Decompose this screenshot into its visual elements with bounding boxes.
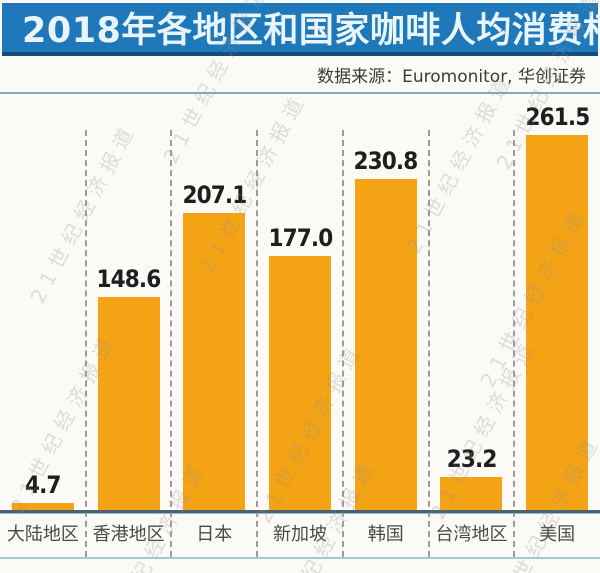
- bar: [440, 477, 503, 510]
- category-label: 新加坡: [273, 524, 328, 545]
- bottom-border-line: [0, 557, 600, 559]
- column-separator-dashed-line: [85, 130, 87, 557]
- bar: [354, 179, 417, 510]
- chart-column: 207.1: [171, 93, 257, 510]
- category-label: 美国: [539, 524, 576, 545]
- column-separator-dashed-line: [428, 130, 430, 557]
- bar-chart: 4.7 148.6 207.1 177.0 230.8 23.2 261.5: [0, 93, 600, 510]
- category-label: 日本: [196, 524, 233, 545]
- chart-column: 23.2: [429, 93, 515, 510]
- source-divider-line: [0, 92, 600, 94]
- bar: [11, 503, 74, 510]
- category-label: 香港地区: [92, 524, 165, 545]
- x-axis-baseline: [0, 510, 600, 514]
- chart-column: 177.0: [257, 93, 343, 510]
- bar-value-label: 261.5: [525, 103, 590, 131]
- bar-value-label: 230.8: [353, 147, 419, 175]
- x-axis-labels: 大陆地区 香港地区 日本 新加坡 韩国 台湾地区 美国: [0, 514, 600, 556]
- column-separator-dashed-line: [256, 130, 258, 557]
- page-title: 2018年各地区和国家咖啡人均消费杯数: [22, 11, 600, 51]
- column-separator-dashed-line: [342, 130, 344, 557]
- bar: [526, 135, 589, 510]
- bar-value-label: 148.6: [96, 265, 162, 293]
- chart-column: 261.5: [514, 93, 600, 510]
- bar: [183, 213, 246, 510]
- column-separator-dashed-line: [513, 130, 515, 557]
- column-separator-dashed-line: [170, 130, 172, 557]
- category-label: 大陆地区: [6, 524, 79, 545]
- source-row: 数据来源：Euromonitor, 华创证券: [0, 64, 586, 91]
- category-label: 台湾地区: [435, 524, 508, 545]
- chart-column: 4.7: [0, 93, 86, 510]
- bar-value-label: 4.7: [25, 471, 61, 499]
- bar: [269, 256, 332, 510]
- title-banner: 2018年各地区和国家咖啡人均消费杯数: [2, 3, 600, 56]
- chart-column: 148.6: [86, 93, 172, 510]
- bar: [97, 297, 160, 510]
- data-source-label: 数据来源：Euromonitor, 华创证券: [317, 67, 586, 87]
- chart-column: 230.8: [343, 93, 429, 510]
- bar-value-label: 207.1: [182, 181, 247, 209]
- bar-value-label: 23.2: [446, 445, 498, 473]
- category-label: 韩国: [367, 524, 404, 545]
- bar-value-label: 177.0: [268, 224, 333, 252]
